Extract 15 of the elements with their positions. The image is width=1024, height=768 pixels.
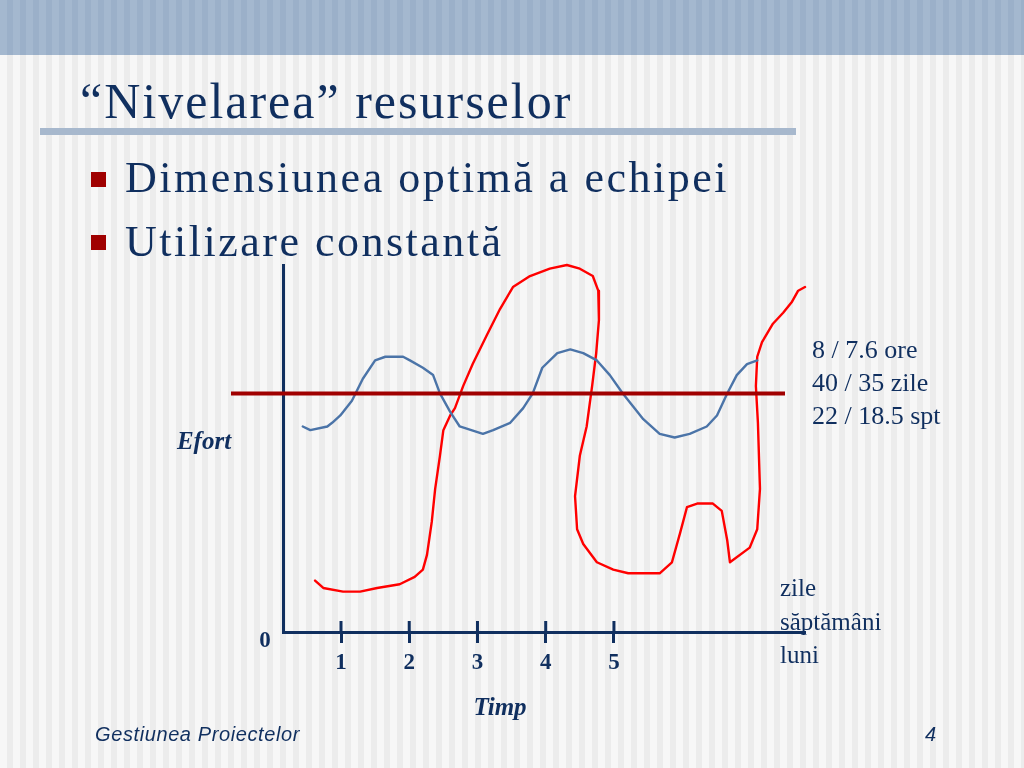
x-axis-title: Timp [473,693,527,721]
ref-line-label: 8 / 7.6 ore 40 / 35 zile 22 / 18.5 spt [812,335,942,431]
chart-title: “Nivelarea” resurselor [80,73,573,129]
x-tick-label: 2 [403,648,415,674]
x-tick-label: 1 [335,648,347,674]
annotation: Utilizare constantă [125,217,504,266]
x-tick-label: 3 [471,648,484,674]
x-tick-label: 5 [608,648,620,674]
text: 4 [925,723,937,745]
annotation: zile săptămâni luni [780,574,882,669]
text: Gestiunea Proiectelor [95,723,300,745]
text: Dimensiunea optimă a echipei [125,153,729,202]
y-axis-title: Efort [175,427,233,455]
text: 0 [259,626,271,652]
x-tick-label: 4 [539,648,552,674]
